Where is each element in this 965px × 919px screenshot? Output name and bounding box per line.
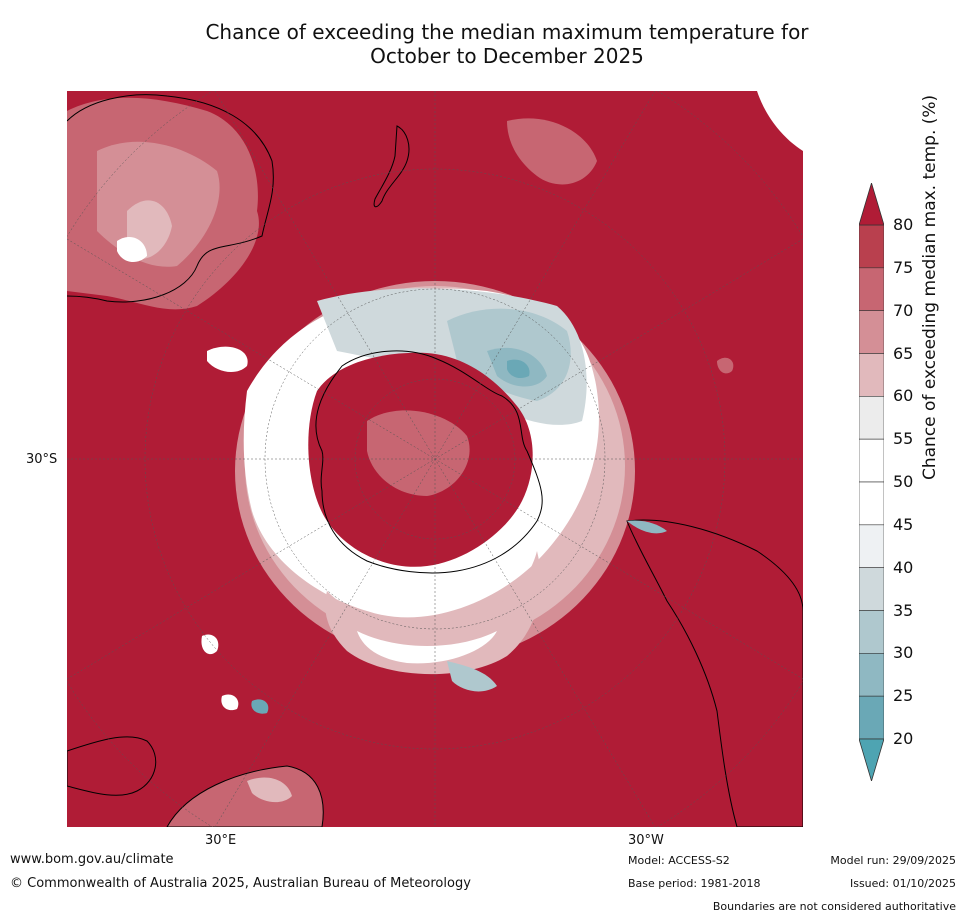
colorbar-label: Chance of exceeding median max. temp. (%… [920,94,940,480]
colorbar-segment [859,610,884,654]
colorbar-tick-label: 60 [893,386,914,406]
new-zealand [373,125,410,208]
lon-label-30e: 30°E [205,833,237,848]
colorbar-segment [859,224,884,269]
colorbar-tick-label: 50 [893,472,914,491]
south-america [626,519,803,827]
footer-issued: Issued: 01/10/2025 [849,877,956,890]
colorbar-tick-label: 35 [893,600,914,620]
footer-disclaimer: Boundaries are not considered authoritat… [712,900,956,913]
colorbar-tick-label: 70 [893,300,914,320]
map-canvas [67,91,803,827]
colorbar-tick-label: 20 [893,729,914,748]
colorbar-segment [859,310,884,354]
footer-copyright: © Commonwealth of Australia 2025, Austra… [10,876,471,891]
colorbar-segment [859,524,884,568]
colorbar-tick-label: 75 [893,257,914,277]
colorbar-segment [859,653,884,697]
africa [67,736,324,827]
ocean-patches [201,91,803,714]
footer-base-period: Base period: 1981-2018 [628,877,761,890]
colorbar-tick-label: 80 [893,215,914,234]
colorbar-segment [859,396,884,440]
colorbar-tick-label: 25 [893,686,914,706]
graticule [67,91,803,827]
colorbar-segment [859,695,884,740]
colorbar [859,183,884,781]
title-line-1: Chance of exceeding the median maximum t… [205,20,809,44]
title-line-2: October to December 2025 [370,44,644,68]
lat-label-30s: 30°S [26,452,58,467]
colorbar-tick-label: 45 [893,514,914,534]
footer-model: Model: ACCESS-S2 [628,854,730,867]
colorbar-segment [859,567,884,611]
colorbar-segment [859,353,884,397]
footer-model-run: Model run: 29/09/2025 [830,854,956,867]
colorbar-tick-label: 30 [893,643,914,663]
australia-region [67,94,274,310]
colorbar-segment [859,481,884,526]
colorbar-segment [859,438,884,483]
lon-label-30w: 30°W [628,833,664,848]
polar-map [67,91,803,827]
colorbar-tick-label: 55 [893,429,914,449]
colorbar-tick-label: 40 [893,557,914,577]
colorbar-top-arrow [859,183,884,226]
colorbar-segment [859,267,884,311]
colorbar-tick-label: 65 [893,343,914,363]
colorbar-bottom-arrow [859,738,884,781]
map-title: Chance of exceeding the median maximum t… [0,20,965,68]
footer-url: www.bom.gov.au/climate [10,852,174,867]
